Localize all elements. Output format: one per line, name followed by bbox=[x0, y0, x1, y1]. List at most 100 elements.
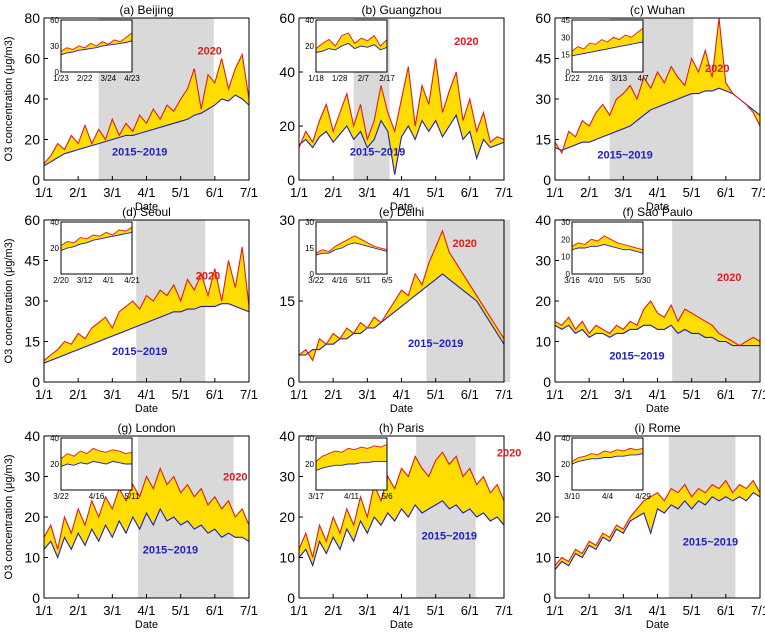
label-2020: 2020 bbox=[197, 45, 221, 57]
x-tick-label: 2/1 bbox=[580, 603, 598, 618]
label-baseline: 2015~2019 bbox=[350, 147, 405, 159]
inset-x-tick-label: 4/29 bbox=[635, 492, 651, 501]
x-tick-label: 3/1 bbox=[103, 603, 121, 618]
inset-line-baseline bbox=[315, 460, 387, 471]
x-axis-label: Date bbox=[390, 201, 413, 213]
series-line-2020 bbox=[554, 17, 761, 155]
x-axis-label: Date bbox=[390, 403, 413, 415]
inset-border bbox=[60, 437, 133, 491]
inset-difference-fill bbox=[61, 33, 132, 55]
x-axis-label: Date bbox=[135, 403, 158, 415]
x-tick-label: 7/1 bbox=[240, 387, 258, 402]
x-tick-label: 1/1 bbox=[290, 603, 308, 618]
y-tick-label: 0 bbox=[287, 590, 295, 606]
inset-line-baseline bbox=[571, 244, 644, 254]
x-tick-label: 3/1 bbox=[614, 387, 632, 402]
inset-border bbox=[315, 19, 388, 73]
inset-y-tick-label: 40 bbox=[50, 434, 59, 443]
y-tick-label: 30 bbox=[279, 469, 295, 485]
y-tick-label: 40 bbox=[24, 428, 40, 444]
inset-x-tick-label: 3/22 bbox=[308, 276, 324, 285]
x-tick-label: 5/1 bbox=[172, 603, 190, 618]
y-tick-label: 40 bbox=[24, 91, 40, 107]
panel-5: 0 10 20 30 40 1/1 2/1 3/1 4/1 5/1 6/1 7/1 (f) Sao Pa… bbox=[535, 205, 765, 415]
shade-period bbox=[672, 220, 759, 382]
x-tick-label: 3/1 bbox=[358, 185, 376, 200]
inset-x-tick-label: 4/4 bbox=[602, 492, 614, 501]
x-tick-label: 5/1 bbox=[683, 185, 701, 200]
x-axis-label: Date bbox=[390, 619, 413, 631]
label-baseline: 2015~2019 bbox=[609, 351, 664, 363]
x-tick-label: 5/1 bbox=[427, 603, 445, 618]
label-baseline: 2015~2019 bbox=[408, 338, 463, 350]
inset-x-tick-label: 2/17 bbox=[379, 74, 395, 83]
inset-x-tick-label: 3/13 bbox=[612, 74, 628, 83]
inset-line-2020 bbox=[315, 32, 388, 49]
inset-x-tick-label: 5/11 bbox=[356, 276, 372, 285]
inset-border bbox=[60, 221, 133, 275]
panel-title: (h) Paris bbox=[379, 421, 424, 435]
inset-y-tick-label: 0 bbox=[310, 270, 315, 279]
inset-chart: 0 15 30 45 1/22 2/16 3/13 4/7 bbox=[561, 16, 649, 83]
x-tick-label: 1/1 bbox=[546, 387, 564, 402]
x-tick-label: 7/1 bbox=[751, 387, 765, 402]
inset-line-2020 bbox=[571, 235, 644, 251]
y-tick-label: 10 bbox=[535, 334, 551, 350]
inset-x-tick-label: 1/18 bbox=[308, 74, 324, 83]
x-tick-label: 4/1 bbox=[392, 185, 410, 200]
x-tick-label: 3/1 bbox=[358, 387, 376, 402]
x-tick-label: 2/1 bbox=[69, 387, 87, 402]
inset-border bbox=[571, 19, 644, 73]
inset-line-2020 bbox=[60, 32, 133, 52]
x-tick-label: 5/1 bbox=[683, 603, 701, 618]
inset-y-tick-label: 40 bbox=[305, 434, 314, 443]
label-2020: 2020 bbox=[705, 63, 729, 75]
inset-y-tick-label: 60 bbox=[50, 16, 59, 25]
y-tick-label: 30 bbox=[24, 293, 40, 309]
y-tick-label: 45 bbox=[24, 253, 40, 269]
inset-line-2020 bbox=[60, 226, 133, 246]
x-tick-label: 3/1 bbox=[614, 185, 632, 200]
inset-border bbox=[571, 437, 644, 491]
x-tick-label: 2/1 bbox=[69, 603, 87, 618]
inset-y-tick-label: 20 bbox=[50, 460, 59, 469]
y-tick-label: 45 bbox=[535, 51, 551, 67]
inset-chart: 20 40 3/10 4/4 4/29 bbox=[561, 434, 651, 501]
x-axis-label: Date bbox=[646, 619, 669, 631]
inset-line-2020 bbox=[315, 444, 388, 462]
x-tick-label: 2/1 bbox=[580, 387, 598, 402]
panel-title: (c) Wuhan bbox=[630, 3, 685, 17]
y-tick-label: 15 bbox=[535, 132, 551, 148]
x-tick-label: 4/1 bbox=[648, 387, 666, 402]
inset-line-baseline bbox=[315, 242, 388, 256]
x-tick-label: 3/1 bbox=[358, 603, 376, 618]
inset-y-tick-label: 30 bbox=[305, 218, 314, 227]
y-tick-label: 40 bbox=[279, 428, 295, 444]
series-line-2020 bbox=[554, 300, 761, 347]
x-tick-label: 7/1 bbox=[495, 185, 513, 200]
x-tick-label: 5/1 bbox=[427, 185, 445, 200]
panel-title: (i) Rome bbox=[634, 421, 680, 435]
inset-x-tick-label: 2/20 bbox=[53, 276, 69, 285]
inset-line-2020 bbox=[315, 235, 388, 254]
x-tick-label: 6/1 bbox=[461, 185, 479, 200]
inset-line-baseline bbox=[60, 460, 132, 468]
inset-border bbox=[315, 437, 388, 491]
inset-x-tick-label: 4/11 bbox=[344, 492, 360, 501]
inset-x-tick-label: 4/10 bbox=[588, 276, 604, 285]
inset-border bbox=[315, 221, 388, 275]
x-tick-label: 6/1 bbox=[717, 603, 735, 618]
y-tick-label: 20 bbox=[535, 509, 551, 525]
inset-y-tick-label: 15 bbox=[561, 51, 570, 60]
panel-title: (b) Guangzhou bbox=[361, 3, 441, 17]
panel-title: (e) Delhi bbox=[379, 205, 424, 219]
inset-chart: 20 40 1/18 1/28 2/7 2/17 bbox=[305, 16, 395, 83]
inset-y-tick-label: 0 bbox=[566, 270, 571, 279]
y-tick-label: 20 bbox=[24, 509, 40, 525]
inset-line-2020 bbox=[571, 27, 644, 52]
inset-line-2020 bbox=[60, 447, 133, 460]
y-tick-label: 10 bbox=[535, 550, 551, 566]
inset-frame bbox=[571, 437, 644, 491]
x-tick-label: 7/1 bbox=[751, 185, 765, 200]
label-baseline: 2015~2019 bbox=[112, 346, 167, 358]
